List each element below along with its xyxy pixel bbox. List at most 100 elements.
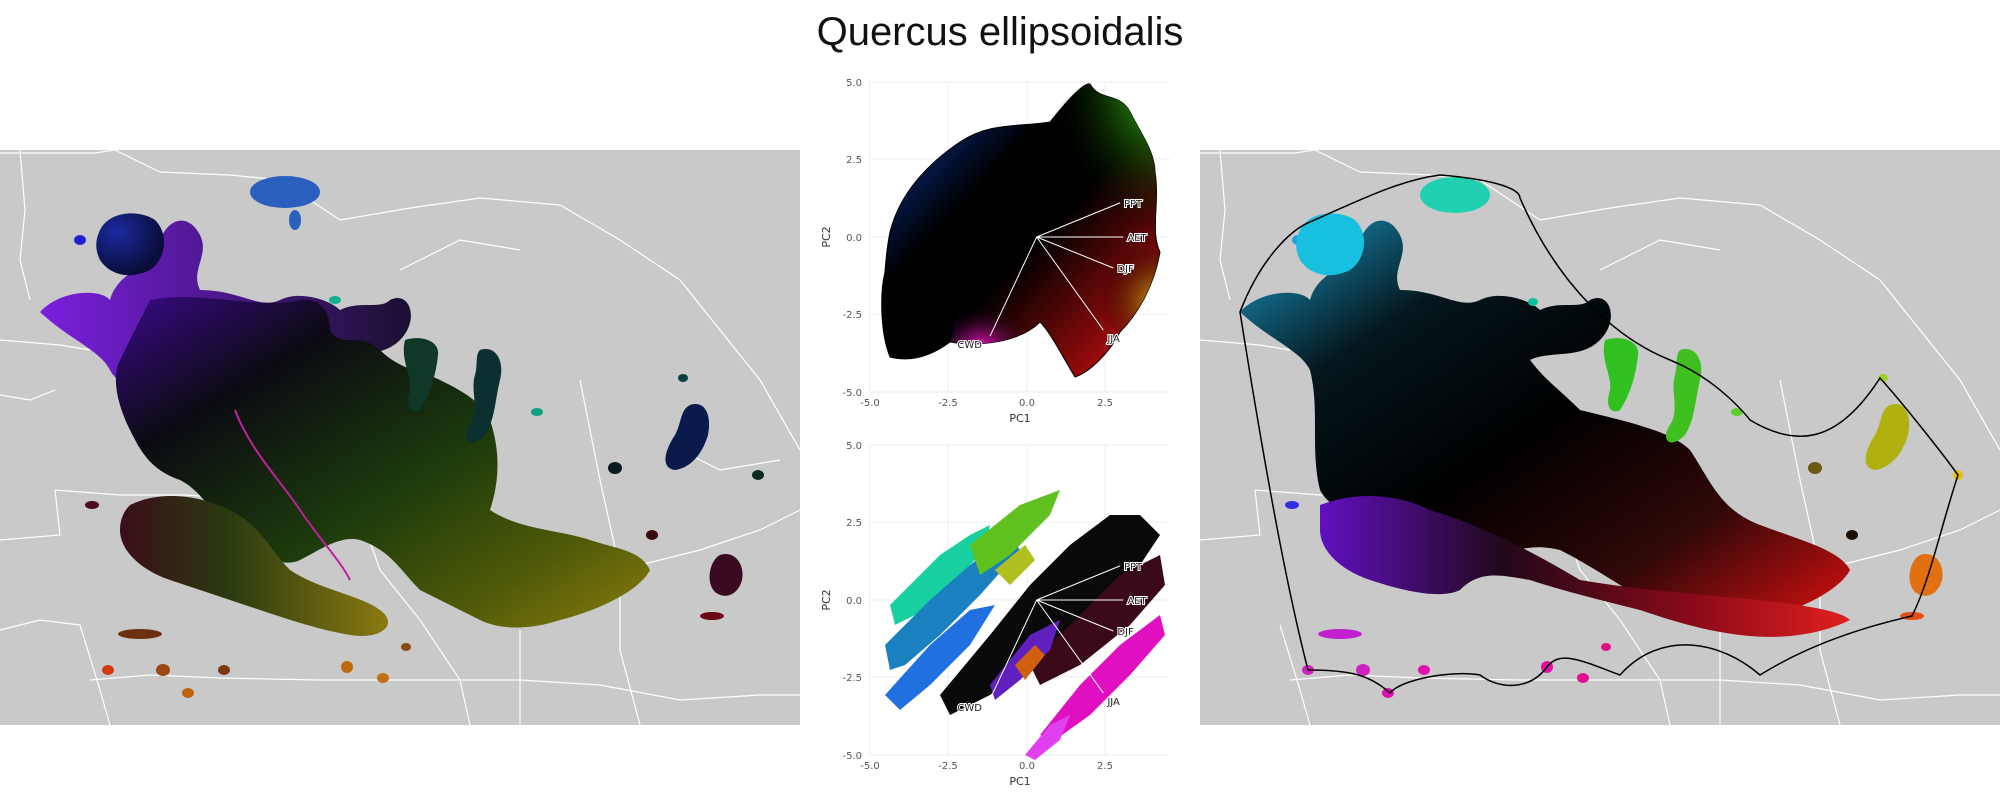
- range-finger-1: [403, 338, 439, 412]
- range-dot: [329, 296, 341, 304]
- range-dot: [377, 673, 389, 683]
- y-axis-label: PC2: [820, 589, 833, 610]
- x-tick-label: 2.5: [1097, 761, 1113, 772]
- range-patch-east: [665, 404, 710, 470]
- y-tick-label: 5.0: [846, 441, 862, 452]
- range-dot: [1285, 501, 1299, 509]
- vector-label-cwd: CWD: [957, 340, 982, 351]
- y-tick-label: 0.0: [846, 596, 862, 607]
- loading-vector-ppt: [1036, 565, 1121, 601]
- range-dot: [1382, 688, 1394, 698]
- range-patch: [1318, 629, 1362, 639]
- loading-vector-ppt: [1036, 202, 1121, 238]
- pca-plot-bottom: PPT AET DJF JJA CWD -5.0 -2.5 0.0 2.5 PC1 5.…: [820, 441, 1170, 788]
- range-patch-north: [250, 176, 320, 208]
- range-dot: [1878, 374, 1888, 382]
- y-tick-label: -5.0: [842, 388, 862, 399]
- x-tick-label: -2.5: [938, 398, 958, 409]
- point-band: [885, 605, 995, 710]
- loading-vector-jja: [1036, 599, 1104, 694]
- range-dot: [85, 501, 99, 509]
- range-dot: [1731, 408, 1743, 416]
- point-band: [970, 490, 1060, 575]
- loading-vector-djf: [1036, 599, 1114, 632]
- river-line: [234, 409, 351, 581]
- convex-hull-boundary: [1239, 174, 1959, 695]
- y-tick-label: 2.5: [846, 518, 862, 529]
- range-patch-east: [1865, 404, 1910, 470]
- x-axis-label: PC1: [1009, 412, 1030, 425]
- pca-plot-top: PPT AET DJF JJA CWD -5.0 -2.5 0.0 2.5 PC1 5.…: [820, 78, 1170, 425]
- range-finger-2: [1665, 349, 1702, 443]
- y-axis: 5.0 2.5 0.0 -2.5 -5.0 PC2: [820, 441, 862, 762]
- range-dot: [102, 665, 114, 675]
- vector-label-ppt: PPT: [1124, 562, 1143, 573]
- left-range-map: [0, 150, 800, 725]
- x-axis: -5.0 -2.5 0.0 2.5 PC1: [860, 398, 1113, 425]
- point-band: [995, 545, 1035, 585]
- species-range: [40, 176, 764, 698]
- vector-label-jja: JJA: [1106, 697, 1120, 708]
- y-tick-label: 2.5: [846, 155, 862, 166]
- range-finger-2: [465, 349, 502, 443]
- x-tick-label: 0.0: [1019, 398, 1035, 409]
- range-southwest: [120, 495, 389, 636]
- loading-vector-cwd: [989, 599, 1038, 700]
- point-band: [1030, 555, 1165, 685]
- loading-vector-cwd: [989, 236, 1038, 337]
- range-patch-se: [1909, 554, 1943, 596]
- range-dot: [182, 688, 194, 698]
- species-range: [1240, 177, 1963, 698]
- range-dot: [1577, 673, 1589, 683]
- point-band: [1015, 645, 1045, 680]
- vector-label-aet: AET: [1127, 233, 1147, 244]
- range-dot: [156, 664, 170, 676]
- range-dot: [678, 374, 688, 382]
- vector-label-jja: JJA: [1106, 334, 1120, 345]
- pca-point-cloud: [885, 490, 1165, 760]
- y-tick-label: -2.5: [842, 673, 862, 684]
- vector-label-aet: AET: [1127, 596, 1147, 607]
- page-title: Quercus ellipsoidalis: [816, 10, 1184, 54]
- vector-label-djf: DJF: [1117, 264, 1134, 275]
- x-tick-label: -5.0: [860, 398, 880, 409]
- vector-label-cwd: CWD: [957, 703, 982, 714]
- x-tick-label: -5.0: [860, 761, 880, 772]
- range-patch: [118, 629, 162, 639]
- point-band: [1025, 715, 1070, 760]
- pca-cloud-magenta: [950, 282, 1040, 344]
- range-dot: [401, 643, 411, 651]
- point-band: [940, 515, 1160, 715]
- range-dot: [531, 408, 543, 416]
- x-tick-label: -2.5: [938, 761, 958, 772]
- right-range-map: [1200, 150, 2000, 725]
- range-dot: [700, 612, 724, 620]
- range-finger-1: [1603, 338, 1639, 412]
- range-dot: [1356, 664, 1370, 676]
- x-tick-label: 2.5: [1097, 398, 1113, 409]
- range-dot: [608, 462, 622, 474]
- range-patch-north: [1420, 177, 1490, 213]
- y-tick-label: 0.0: [846, 233, 862, 244]
- y-axis-label: PC2: [820, 226, 833, 247]
- range-dot: [1418, 665, 1430, 675]
- loading-vectors: PPT AET DJF JJA CWD: [956, 198, 1148, 352]
- range-north-blob: [96, 213, 165, 276]
- range-patch-north-tail: [289, 210, 301, 230]
- point-band: [1040, 615, 1165, 740]
- x-axis-label: PC1: [1009, 775, 1030, 788]
- range-north-blob: [1296, 213, 1365, 276]
- loading-vector-jja: [1036, 236, 1104, 331]
- range-patch-se: [709, 554, 743, 596]
- loading-vectors: PPT AET DJF JJA CWD: [956, 561, 1148, 715]
- point-band: [890, 525, 990, 625]
- y-tick-label: -5.0: [842, 751, 862, 762]
- vector-label-djf: DJF: [1117, 627, 1134, 638]
- pca-cloud-green: [1040, 83, 1160, 252]
- y-tick-label: 5.0: [846, 78, 862, 89]
- range-dot: [1808, 462, 1822, 474]
- range-dot: [341, 661, 353, 673]
- y-tick-label: -2.5: [842, 310, 862, 321]
- range-dot: [646, 530, 658, 540]
- range-dot: [1846, 530, 1858, 540]
